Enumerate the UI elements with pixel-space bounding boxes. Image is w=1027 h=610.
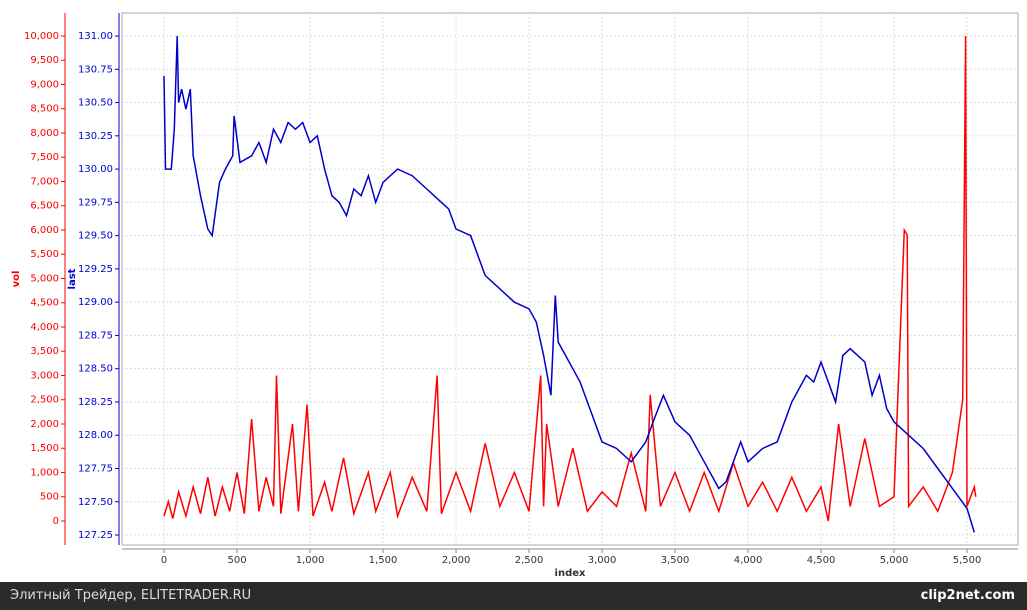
y2-tick-label: 1,500: [30, 443, 59, 454]
y-axis-title: last: [67, 268, 78, 289]
y2-tick-label: 10,000: [24, 31, 59, 42]
y2-tick-label: 5,500: [30, 249, 59, 260]
line-series: [163, 35, 976, 533]
y-tick-label: 129.00: [78, 297, 113, 308]
y2-tick-label: 5,000: [30, 273, 59, 284]
footer-text: Элитный Трейдер, ELITETRADER.RU: [10, 588, 252, 603]
y2-tick-label: 500: [40, 492, 59, 503]
x-tick-label: 3,000: [588, 555, 617, 566]
page: vol last index 0 500 1,000 1,500 2,000 2,500 3…: [0, 12, 1027, 610]
x-tick-label: 0: [161, 555, 167, 566]
y-tick-label: 127.25: [78, 530, 113, 541]
x-tick-label: 5,500: [953, 555, 982, 566]
y-tick-label: 129.50: [78, 231, 113, 242]
y2-axis-title: vol: [11, 271, 22, 288]
y2-tick-label: 7,500: [30, 152, 59, 163]
y2-tick-label: 3,500: [30, 346, 59, 357]
chart: vol last index 0 500 1,000 1,500 2,000 2,500 3…: [11, 12, 1019, 579]
y2-tick-label: 6,000: [30, 225, 59, 236]
y2-tick-label: 2,500: [30, 395, 59, 406]
y-tick-label: 130.00: [78, 164, 113, 175]
line-series: [163, 35, 977, 522]
x-tick-label: 5,000: [880, 555, 909, 566]
y-tick-label: 129.75: [78, 197, 113, 208]
x-tick-label: 1,500: [369, 555, 398, 566]
y-tick-label: 130.75: [78, 64, 113, 75]
x-tick-label: 3,500: [661, 555, 690, 566]
y2-tick-label: 4,500: [30, 298, 59, 309]
y2-tick-label: 0: [53, 516, 59, 527]
x-tick-label: 2,000: [442, 555, 471, 566]
y2-tick-label: 8,000: [30, 128, 59, 139]
y2-tick-label: 4,000: [30, 322, 59, 333]
y-tick-label: 128.25: [78, 397, 113, 408]
y-tick-label: 129.25: [78, 264, 113, 275]
y-tick-label: 130.25: [78, 131, 113, 142]
x-tick-label: 4,500: [807, 555, 836, 566]
y-tick-label: 127.50: [78, 497, 113, 508]
y2-tick-label: 1,000: [30, 467, 59, 478]
y2-tick-label: 2,000: [30, 419, 59, 430]
x-tick-label: 2,500: [515, 555, 544, 566]
plot-area: [121, 12, 1019, 546]
y-tick-label: 128.50: [78, 364, 113, 375]
y-tick-label: 127.75: [78, 463, 113, 474]
x-tick-label: 500: [228, 555, 247, 566]
y2-tick-label: 6,500: [30, 201, 59, 212]
footer-logo: clip2net.com: [920, 588, 1015, 603]
x-axis-title: index: [555, 568, 586, 579]
y2-tick-label: 9,500: [30, 55, 59, 66]
y2-tick-label: 9,000: [30, 79, 59, 90]
y-tick-label: 128.75: [78, 330, 113, 341]
y2-tick-label: 7,000: [30, 176, 59, 187]
x-tick-label: 4,000: [734, 555, 763, 566]
y-tick-label: 128.00: [78, 430, 113, 441]
y-tick-label: 131.00: [78, 31, 113, 42]
y2-tick-label: 3,000: [30, 370, 59, 381]
y2-tick-label: 8,500: [30, 104, 59, 115]
footer: Элитный Трейдер, ELITETRADER.RU clip2net…: [0, 582, 1027, 610]
y-tick-label: 130.50: [78, 98, 113, 109]
x-tick-label: 1,000: [296, 555, 325, 566]
